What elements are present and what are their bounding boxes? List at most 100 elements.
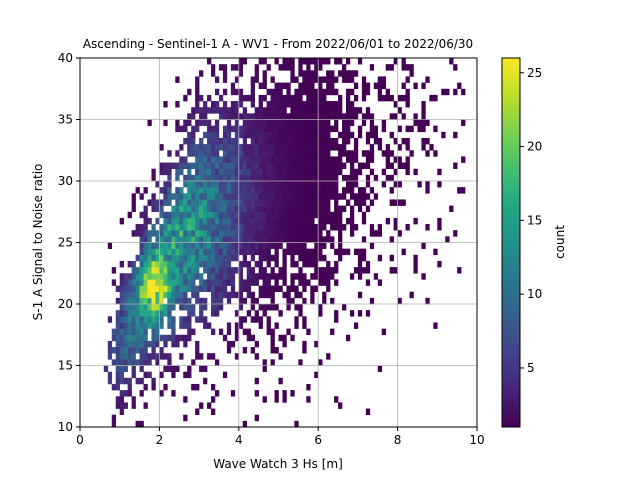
heatmap-cell — [349, 131, 355, 139]
heatmap-cell — [254, 205, 259, 213]
heatmap-cell — [334, 267, 339, 274]
heatmap-cell — [143, 242, 148, 249]
heatmap-cell — [326, 137, 331, 145]
heatmap-cell — [369, 125, 375, 133]
heatmap-cell — [187, 260, 192, 268]
heatmap-cell — [254, 168, 259, 176]
heatmap-cell — [195, 297, 200, 305]
heatmap-cell — [183, 322, 188, 329]
heatmap-cell — [147, 304, 152, 311]
heatmap-cell — [151, 310, 156, 317]
heatmap-cell — [306, 383, 311, 391]
heatmap-cell — [230, 162, 236, 169]
heatmap-cell — [131, 310, 136, 317]
heatmap-cell — [179, 193, 184, 200]
heatmap-cell — [322, 199, 327, 206]
heatmap-cell — [222, 107, 228, 114]
heatmap-cell — [290, 156, 295, 163]
heatmap-cell — [191, 248, 196, 256]
heatmap-cell — [302, 248, 307, 256]
heatmap-cell — [318, 137, 323, 145]
heatmap-cell — [163, 230, 168, 237]
heatmap-cell — [302, 58, 307, 65]
heatmap-cell — [349, 273, 355, 280]
y-tick-label: 20 — [58, 297, 73, 311]
heatmap-cell — [330, 113, 335, 120]
heatmap-cell — [123, 273, 128, 280]
heatmap-cell — [381, 125, 386, 133]
heatmap-cell — [266, 174, 271, 182]
heatmap-cell — [135, 297, 140, 305]
heatmap-cell — [171, 193, 176, 200]
heatmap-cell — [195, 224, 200, 231]
heatmap-cell — [306, 217, 311, 225]
heatmap-cell — [258, 174, 263, 182]
heatmap-cell — [203, 322, 208, 329]
heatmap-cell — [195, 205, 200, 213]
heatmap-cell — [254, 125, 259, 133]
heatmap-cell — [345, 334, 351, 342]
heatmap-cell — [195, 82, 200, 90]
heatmap-cell — [330, 70, 335, 77]
x-tick-label: 8 — [394, 433, 402, 447]
heatmap-cell — [131, 297, 136, 305]
heatmap-cell — [318, 199, 323, 206]
heatmap-cell — [266, 64, 271, 71]
heatmap-cell — [207, 205, 212, 213]
heatmap-cell — [357, 131, 363, 139]
heatmap-cell — [314, 242, 319, 249]
heatmap-cell — [187, 297, 192, 305]
heatmap-cell — [338, 217, 343, 225]
heatmap-cell — [207, 242, 212, 249]
heatmap-cell — [274, 285, 279, 292]
heatmap-cell — [365, 310, 371, 317]
heatmap-cell — [238, 260, 244, 268]
heatmap-cell — [294, 217, 299, 225]
heatmap-cell — [187, 230, 192, 237]
heatmap-cell — [385, 174, 390, 182]
heatmap-cell — [211, 297, 216, 305]
heatmap-cell — [318, 58, 323, 65]
heatmap-cell — [349, 174, 355, 182]
heatmap-cell — [211, 248, 216, 256]
heatmap-cell — [262, 291, 267, 299]
heatmap-cell — [421, 273, 426, 280]
heatmap-cell — [191, 230, 196, 237]
heatmap-cell — [302, 297, 307, 305]
heatmap-cell — [401, 64, 406, 71]
heatmap-cell — [270, 181, 275, 188]
heatmap-cell — [179, 260, 184, 268]
heatmap-cell — [322, 211, 327, 219]
heatmap-cell — [203, 236, 208, 243]
heatmap-cell — [254, 297, 259, 305]
heatmap-cell — [314, 94, 319, 102]
heatmap-cell — [342, 125, 347, 133]
heatmap-cell — [369, 199, 375, 206]
heatmap-cell — [230, 156, 236, 163]
heatmap-cell — [107, 340, 113, 348]
heatmap-cell — [119, 396, 124, 403]
heatmap-cell — [115, 328, 120, 336]
heatmap-cell — [294, 94, 299, 102]
heatmap-cell — [151, 248, 156, 256]
heatmap-cell — [389, 254, 394, 262]
heatmap-cell — [226, 291, 232, 299]
heatmap-cell — [405, 94, 410, 102]
heatmap-cell — [179, 291, 184, 299]
heatmap-cell — [326, 125, 331, 133]
heatmap-cell — [266, 205, 271, 213]
heatmap-cell — [143, 297, 148, 305]
heatmap-cell — [218, 224, 224, 231]
heatmap-cell — [250, 150, 255, 157]
heatmap-cell — [127, 377, 132, 385]
heatmap-cell — [294, 107, 299, 114]
heatmap-cell — [123, 291, 128, 299]
heatmap-cell — [330, 242, 335, 249]
heatmap-cell — [171, 162, 176, 169]
heatmap-cell — [119, 371, 124, 379]
heatmap-cell — [274, 150, 279, 157]
heatmap-cell — [258, 193, 263, 200]
heatmap-cell — [389, 113, 394, 120]
heatmap-cell — [211, 156, 216, 163]
